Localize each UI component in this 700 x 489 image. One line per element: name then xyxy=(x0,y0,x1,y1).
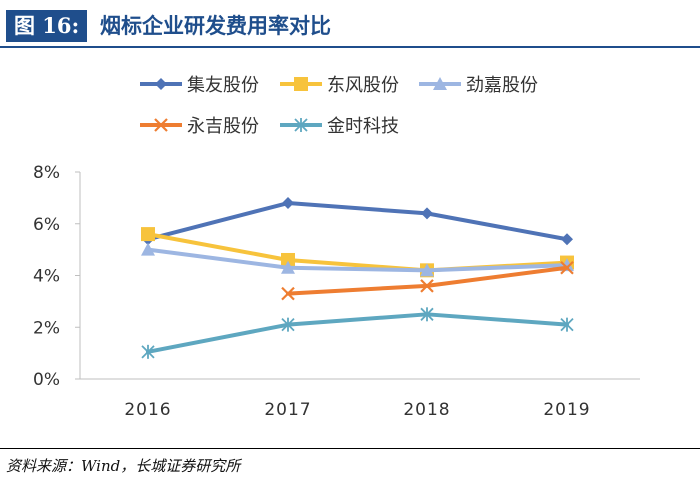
y-tick-label: 2% xyxy=(33,318,60,338)
series-1 xyxy=(142,197,573,246)
series-line xyxy=(146,312,569,354)
source-note: 资料来源：Wind，长城证券研究所 xyxy=(6,457,241,475)
x-tick-label: 2017 xyxy=(264,400,311,420)
data-point xyxy=(282,197,294,210)
figure-label: 图 16: xyxy=(6,10,88,42)
series-3 xyxy=(141,242,574,277)
data-point xyxy=(281,317,295,332)
y-tick-label: 4% xyxy=(33,267,60,287)
data-point xyxy=(421,207,433,220)
y-tick-label: 8% xyxy=(33,163,60,183)
legend-item: 金时科技 xyxy=(280,116,399,137)
legend-item: 劲嘉股份 xyxy=(419,75,538,96)
data-point xyxy=(420,279,434,293)
data-point xyxy=(560,260,574,275)
y-tick-label: 6% xyxy=(33,215,60,235)
series-4 xyxy=(281,260,574,301)
y-tick-label: 0% xyxy=(33,370,60,390)
legend-label: 劲嘉股份 xyxy=(466,75,538,96)
legend-label: 集友股份 xyxy=(187,75,259,96)
series-line xyxy=(146,232,569,273)
figure-title-bar: 图 16: 烟标企业研发费用率对比 xyxy=(0,4,700,48)
series-line xyxy=(146,201,569,242)
legend-marker xyxy=(294,77,308,91)
legend-label: 东风股份 xyxy=(327,75,399,96)
series-group xyxy=(141,197,574,359)
x-tick-label: 2016 xyxy=(124,400,171,420)
footer-rule xyxy=(0,448,700,449)
data-point xyxy=(141,242,155,256)
data-point xyxy=(281,286,295,301)
legend-label: 金时科技 xyxy=(327,116,399,137)
legend-item: 东风股份 xyxy=(280,75,399,96)
title-rule xyxy=(0,46,700,48)
legend-marker xyxy=(155,78,167,90)
legend-item: 永吉股份 xyxy=(140,116,259,137)
data-point xyxy=(281,252,295,267)
axes: 0% 2% 4% 6% 8% 2016 2017 2018 2019 xyxy=(33,163,640,420)
data-point xyxy=(420,263,434,277)
data-point xyxy=(141,227,155,242)
legend-marker xyxy=(154,118,168,132)
legend-marker xyxy=(433,77,447,90)
data-point xyxy=(560,317,574,332)
legend-item: 集友股份 xyxy=(140,75,259,96)
data-point xyxy=(141,344,155,359)
legend-label: 永吉股份 xyxy=(187,116,259,137)
x-tick-label: 2019 xyxy=(543,400,590,420)
legend-marker xyxy=(294,118,308,132)
series-5 xyxy=(141,307,574,359)
data-point xyxy=(281,260,295,274)
figure-title: 烟标企业研发费用率对比 xyxy=(100,14,331,38)
x-tick-label: 2018 xyxy=(403,400,450,420)
series-line xyxy=(146,247,569,273)
data-point xyxy=(420,307,434,322)
data-point xyxy=(561,233,573,246)
